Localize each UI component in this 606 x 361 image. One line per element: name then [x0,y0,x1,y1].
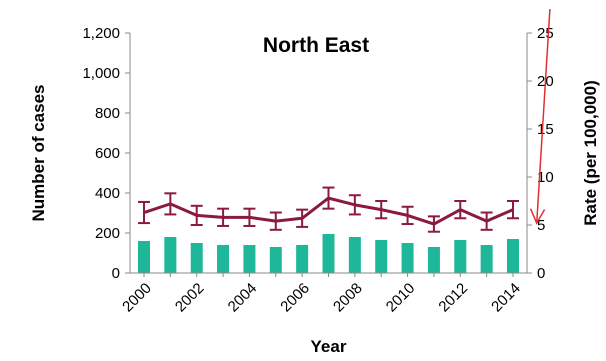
right-tick-label: 15 [537,121,554,138]
rate-line-layer [138,186,519,233]
case-bar [427,247,440,273]
case-bar [507,239,519,273]
arrow-head [529,208,546,225]
right-tick-label: 5 [537,217,545,234]
chart-title: North East [263,34,369,57]
right-axis-title: Rate (per 100,000) [581,80,600,226]
left-tick-label: 800 [95,105,120,122]
left-tick-label: 0 [112,265,120,282]
right-tick-label: 25 [537,25,554,42]
x-axis-title: Year [311,337,347,356]
x-tick-label: 2004 [225,280,261,316]
case-bar [375,240,388,273]
case-bar [164,237,177,273]
x-tick-label: 2008 [330,280,366,316]
arrow-shaft [535,8,551,224]
x-tick-label: 2010 [383,280,419,316]
case-bar [480,245,493,273]
left-tick-label: 1,200 [82,25,120,42]
case-bar [190,243,203,273]
x-tick-label: 2002 [172,280,208,316]
x-tick-label: 2012 [435,280,471,316]
case-bar [217,245,230,273]
right-tick-label: 0 [537,265,545,282]
case-bar [348,237,361,273]
bars-layer [138,234,519,273]
case-bar [269,247,282,273]
left-tick-label: 1,000 [82,65,120,82]
case-bar [454,240,467,273]
x-tick-label: 2006 [277,280,313,316]
x-tick-label: 2000 [119,280,155,316]
x-ticks: 2000 2002 2004 2006 2008 2010 2012 2014 [119,273,524,315]
left-axis-title: Number of cases [29,85,48,222]
left-ticks: 0 200 400 600 800 1,000 1,200 [82,25,130,282]
case-bar [138,241,150,273]
case-bar [322,234,335,273]
right-ticks: 0510152025 [527,25,554,282]
annotation-arrow [529,8,551,225]
right-tick-label: 10 [537,169,554,186]
rate-series-line [143,196,514,226]
case-bar [243,245,256,273]
left-tick-label: 200 [95,225,120,242]
x-tick-label: 2014 [488,280,524,316]
case-bar [296,245,309,273]
left-tick-label: 600 [95,145,120,162]
case-bar [401,243,414,273]
left-tick-label: 400 [95,185,120,202]
